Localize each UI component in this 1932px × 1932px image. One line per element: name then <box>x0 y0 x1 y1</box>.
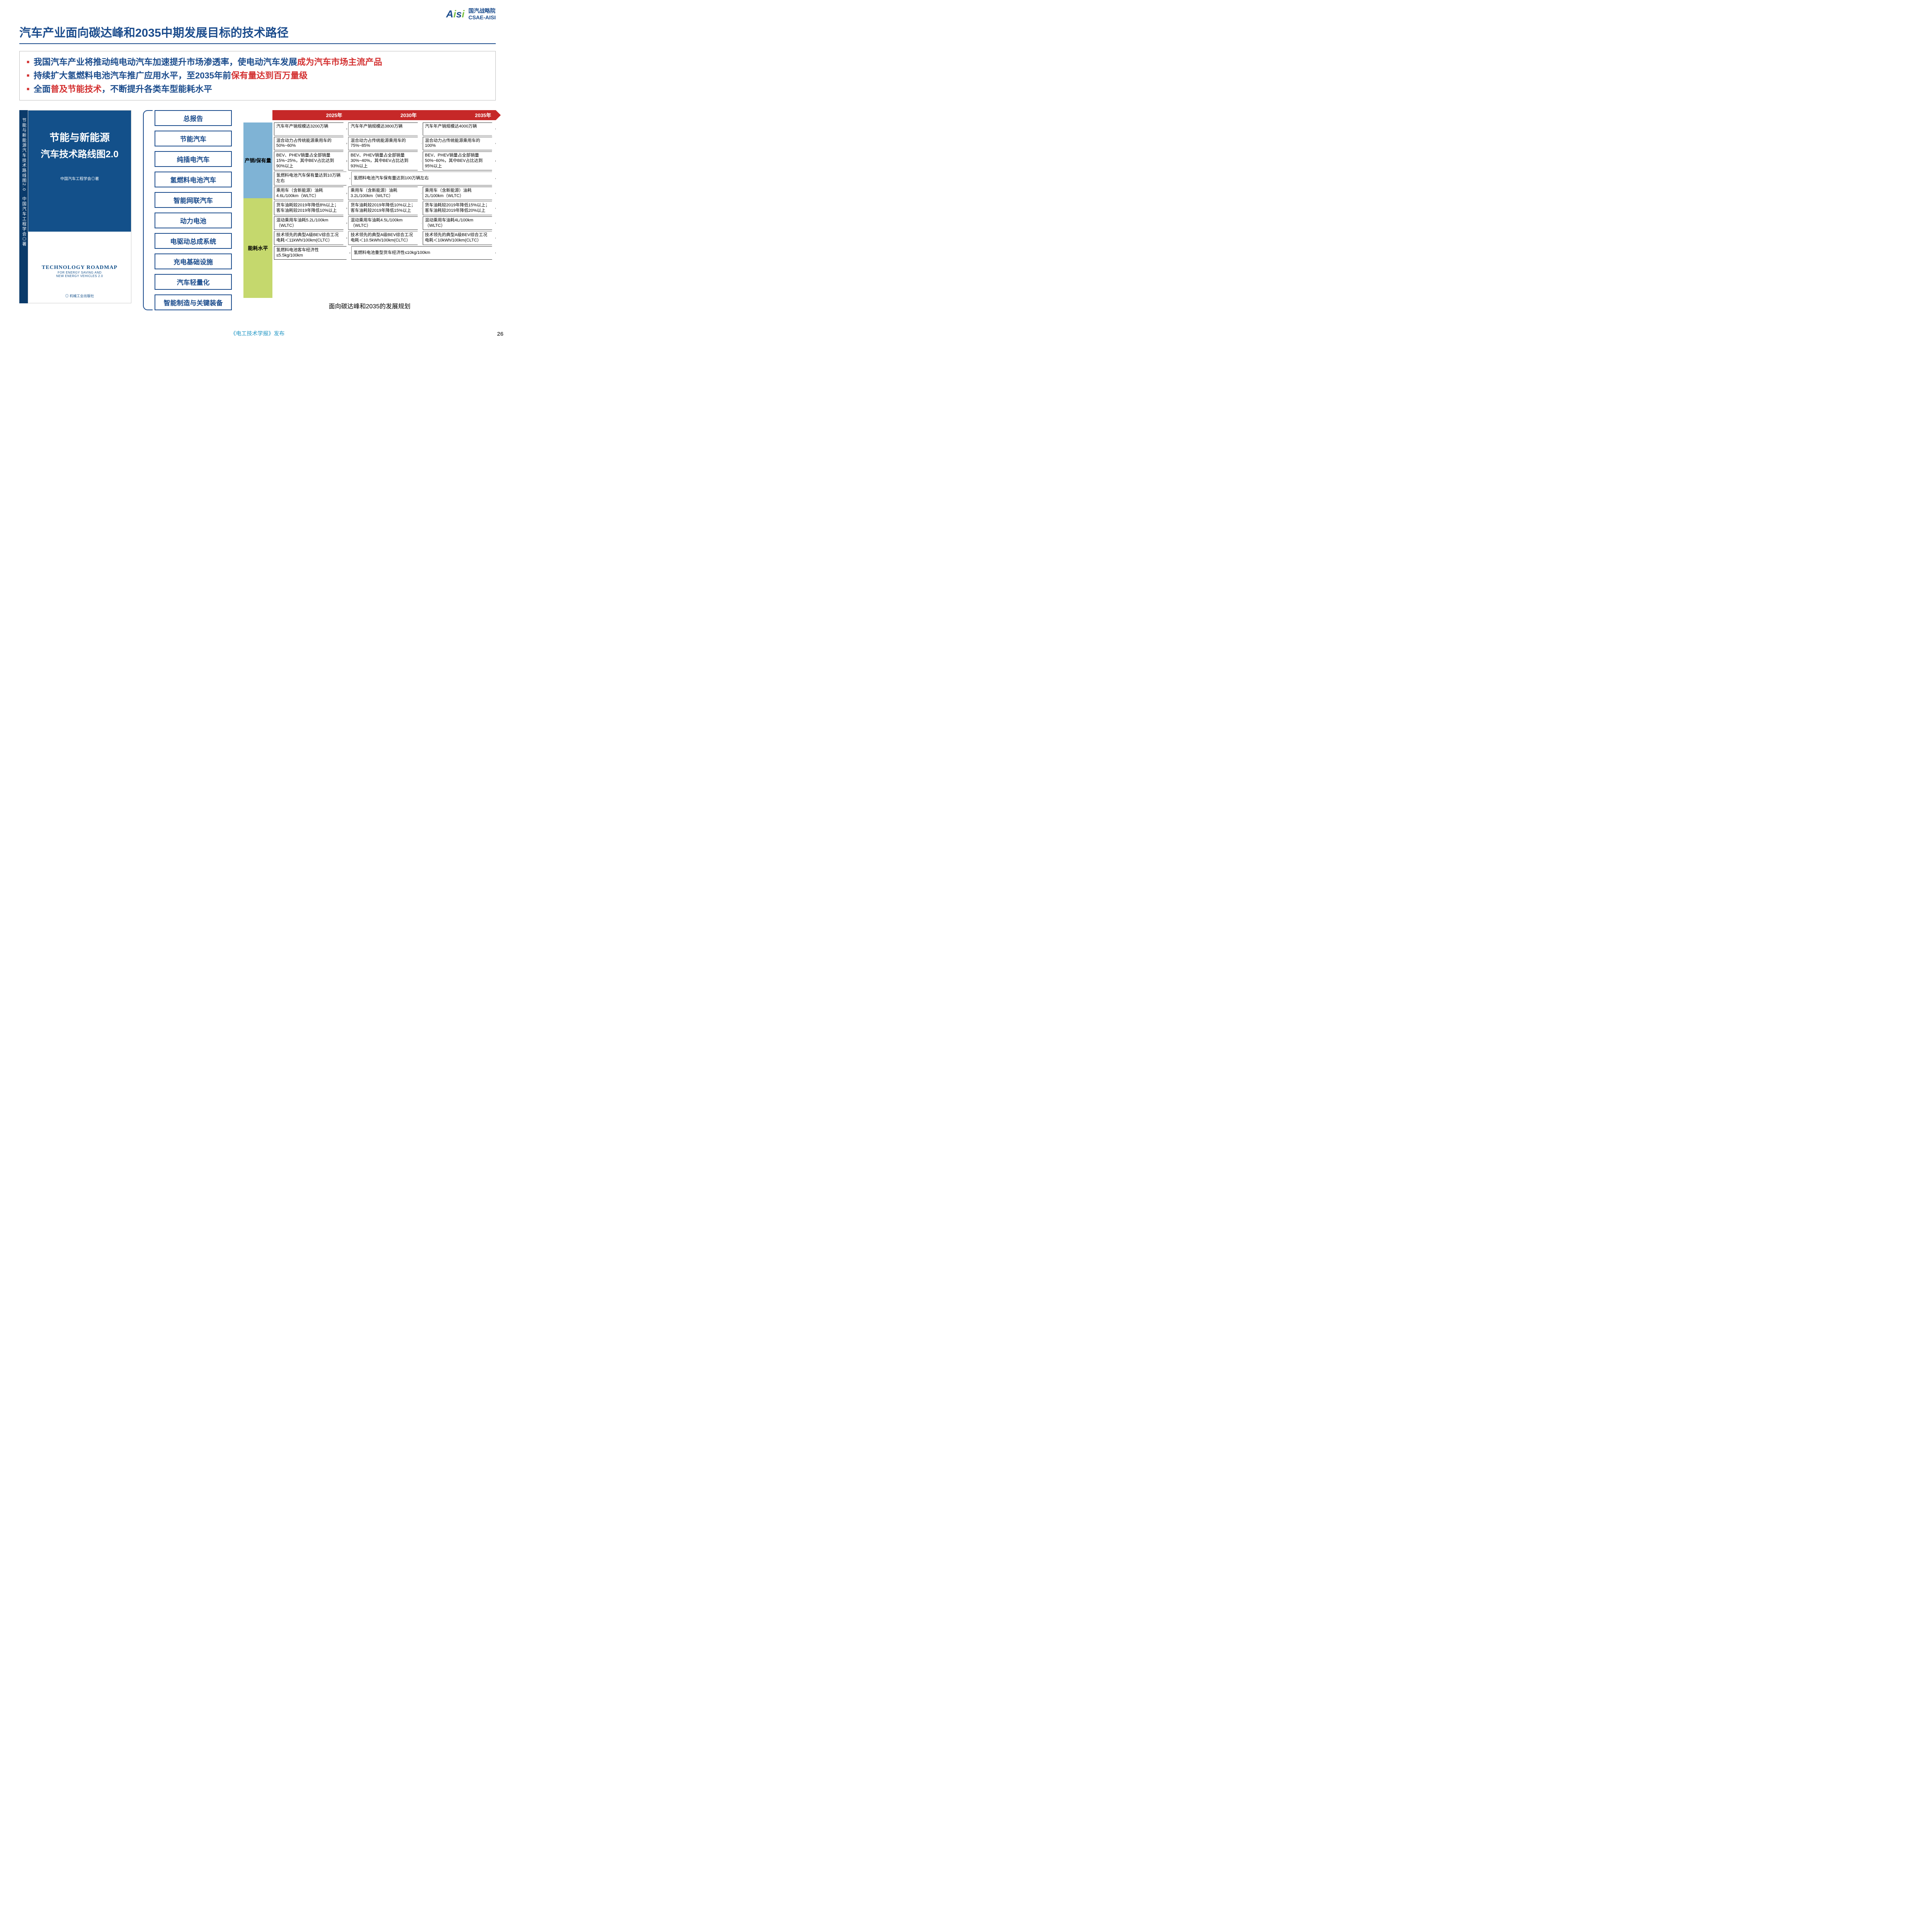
table-row: 混合动力占传统能源乘用车的50%~60% 混合动力占传统能源乘用车的75%~85… <box>274 137 496 151</box>
rm-cell: 货车油耗较2019年降低10%以上；客车油耗较2019年降低15%以上 <box>348 201 421 215</box>
rm-cell: 混动乘用车油耗4L/100km（WLTC） <box>423 216 496 230</box>
rows-column: 汽车年产销规模达3200万辆 汽车年产销规模达3800万辆 汽车年产销规模达40… <box>272 122 496 298</box>
footer-publisher: 《电工技术学报》发布 <box>0 330 515 337</box>
rm-cell: 乘用车（含新能源）油耗3.2L/100km（WLTC） <box>348 187 421 201</box>
chapters-list: 总报告 节能汽车 纯插电汽车 氢燃料电池汽车 智能网联汽车 动力电池 电驱动总成… <box>143 110 232 310</box>
logo-block: Aisi 国汽战略院 CSAE-AISI <box>446 8 496 21</box>
book-en-title: TECHNOLOGY ROADMAP <box>28 265 131 271</box>
rm-cell: 技术领先的典型A级BEV综合工况电耗＜10kWh/100km(CLTC） <box>423 231 496 245</box>
year-2035: 2035年 <box>421 111 496 119</box>
year-2030: 2030年 <box>347 111 422 119</box>
rm-cell: 氢燃料电池客车经济性≤5.5kg/100km <box>274 246 350 260</box>
chapter-item: 氢燃料电池汽车 <box>155 172 232 187</box>
rm-cell: 混动乘用车油耗4.5L/100km（WLTC） <box>348 216 421 230</box>
content-row: 节能与新能源汽车技术路线图2.0 中国汽车工程学会◎著 节能与新能源 汽车技术路… <box>19 110 496 310</box>
slide-title: 汽车产业面向碳达峰和2035中期发展目标的技术路径 <box>19 23 496 44</box>
rm-cell: 混动乘用车油耗5.2L/100km（WLTC） <box>274 216 347 230</box>
chapter-item: 动力电池 <box>155 213 232 228</box>
year-header: 2025年 2030年 2035年 <box>243 110 496 120</box>
rm-cell: 汽车年产销规模达3800万辆 <box>348 122 421 136</box>
book-publisher: ◎ 机械工业出版社 <box>28 293 131 298</box>
year-bar: 2025年 2030年 2035年 <box>272 110 496 120</box>
rm-cell: 货车油耗较2019年降低15%以上；客车油耗较2019年降低20%以上 <box>423 201 496 215</box>
table-row: 氢燃料电池客车经济性≤5.5kg/100km 氢燃料电池重型货车经济性≤10kg… <box>274 246 496 260</box>
rm-cell: 乘用车（含新能源）油耗4.6L/100km（WLTC） <box>274 187 347 201</box>
chapter-item: 纯插电汽车 <box>155 151 232 167</box>
table-row: 汽车年产销规模达3200万辆 汽车年产销规模达3800万辆 汽车年产销规模达40… <box>274 122 496 136</box>
rm-cell: 乘用车（含新能源）油耗2L/100km（WLTC） <box>423 187 496 201</box>
bracket-icon <box>143 110 153 310</box>
book-en-block: TECHNOLOGY ROADMAP FOR ENERGY SAVING AND… <box>28 265 131 278</box>
bullet-2: 持续扩大氢燃料电池汽车推广应用水平，至2035年前保有量达到百万量级 <box>27 69 488 82</box>
book-spine: 节能与新能源汽车技术路线图2.0 中国汽车工程学会◎著 <box>19 110 28 303</box>
bullet-1: 我国汽车产业将推动纯电动汽车加速提升市场渗透率，使电动汽车发展成为汽车市场主流产… <box>27 55 488 69</box>
logo-aisi: Aisi <box>446 8 464 20</box>
chapter-item: 汽车轻量化 <box>155 274 232 290</box>
logo-cn: 国汽战略院 CSAE-AISI <box>468 8 496 21</box>
book-face: 节能与新能源 汽车技术路线图2.0 中国汽车工程学会◎著 TECHNOLOGY … <box>28 110 131 303</box>
book-en-sub1: FOR ENERGY SAVING AND <box>28 271 131 274</box>
chapter-item: 充电基础设施 <box>155 253 232 269</box>
book-title-l1: 节能与新能源 <box>36 130 123 144</box>
book-en-sub2: NEW ENERGY VEHICLES 2.0 <box>28 274 131 278</box>
chapter-item: 总报告 <box>155 110 232 126</box>
year-2025: 2025年 <box>272 111 347 119</box>
roadmap-body: 产销/保有量 能耗水平 汽车年产销规模达3200万辆 汽车年产销规模达3800万… <box>243 122 496 298</box>
rm-cell-wide: 氢燃料电池重型货车经济性≤10kg/100km <box>351 246 496 260</box>
table-row: 技术领先的典型A级BEV综合工况电耗＜11kWh/100km(CLTC） 技术领… <box>274 231 496 245</box>
book-title-l2: 汽车技术路线图2.0 <box>36 146 123 160</box>
rm-cell-wide: 氢燃料电池汽车保有量达到100万辆左右 <box>351 172 496 185</box>
rm-cell: 混合动力占传统能源乘用车的75%~85% <box>348 137 421 151</box>
category-column: 产销/保有量 能耗水平 <box>243 122 272 298</box>
chapter-item: 智能制造与关键装备 <box>155 294 232 310</box>
roadmap-table: 2025年 2030年 2035年 产销/保有量 能耗水平 汽车年产销规模达32… <box>243 110 496 310</box>
book-author: 中国汽车工程学会◎著 <box>36 175 123 181</box>
rm-cell: 混合动力占传统能源乘用车的50%~60% <box>274 137 347 151</box>
rm-cell: BEV、PHEV销量占全部销量50%~60%，其中BEV占比达到95%以上 <box>423 151 496 170</box>
book-cover: 节能与新能源汽车技术路线图2.0 中国汽车工程学会◎著 节能与新能源 汽车技术路… <box>19 110 131 303</box>
chapter-item: 节能汽车 <box>155 131 232 146</box>
logo-cn-l1: 国汽战略院 <box>468 8 496 14</box>
bullet-3: 全面普及节能技术，不断提升各类车型能耗水平 <box>27 82 488 96</box>
table-row: 货车油耗较2019年降低8%以上；客车油耗较2019年降低10%以上 货车油耗较… <box>274 201 496 215</box>
rm-cell: 混合动力占传统能源乘用车的100% <box>423 137 496 151</box>
table-row: BEV、PHEV销量占全部销量15%~25%，其中BEV占比达到90%以上 BE… <box>274 151 496 170</box>
cat-sales: 产销/保有量 <box>243 122 272 199</box>
table-row: 乘用车（含新能源）油耗4.6L/100km（WLTC） 乘用车（含新能源）油耗3… <box>274 187 496 201</box>
logo-cn-l2: CSAE-AISI <box>468 14 496 21</box>
rm-cell: 技术领先的典型A级BEV综合工况电耗＜10.5kWh/100km(CLTC） <box>348 231 421 245</box>
roadmap-caption: 面向碳达峰和2035的发展规划 <box>243 301 496 310</box>
rm-cell: BEV、PHEV销量占全部销量15%~25%，其中BEV占比达到90%以上 <box>274 151 347 170</box>
rm-cell: 货车油耗较2019年降低8%以上；客车油耗较2019年降低10%以上 <box>274 201 347 215</box>
chapter-item: 电驱动总成系统 <box>155 233 232 249</box>
table-row: 氢燃料电池汽车保有量达到10万辆左右 氢燃料电池汽车保有量达到100万辆左右 <box>274 172 496 185</box>
page-number: 26 <box>497 331 503 337</box>
chapter-item: 智能网联汽车 <box>155 192 232 208</box>
table-row: 混动乘用车油耗5.2L/100km（WLTC） 混动乘用车油耗4.5L/100k… <box>274 216 496 230</box>
rm-cell: 汽车年产销规模达3200万辆 <box>274 122 347 136</box>
rm-cell: 技术领先的典型A级BEV综合工况电耗＜11kWh/100km(CLTC） <box>274 231 347 245</box>
rm-cell: 汽车年产销规模达4000万辆 <box>423 122 496 136</box>
rm-cell: 氢燃料电池汽车保有量达到10万辆左右 <box>274 172 350 185</box>
rm-cell: BEV、PHEV销量占全部销量30%~40%，其中BEV占比达到93%以上 <box>348 151 421 170</box>
bullets-box: 我国汽车产业将推动纯电动汽车加速提升市场渗透率，使电动汽车发展成为汽车市场主流产… <box>19 51 496 100</box>
cat-energy: 能耗水平 <box>243 198 272 298</box>
